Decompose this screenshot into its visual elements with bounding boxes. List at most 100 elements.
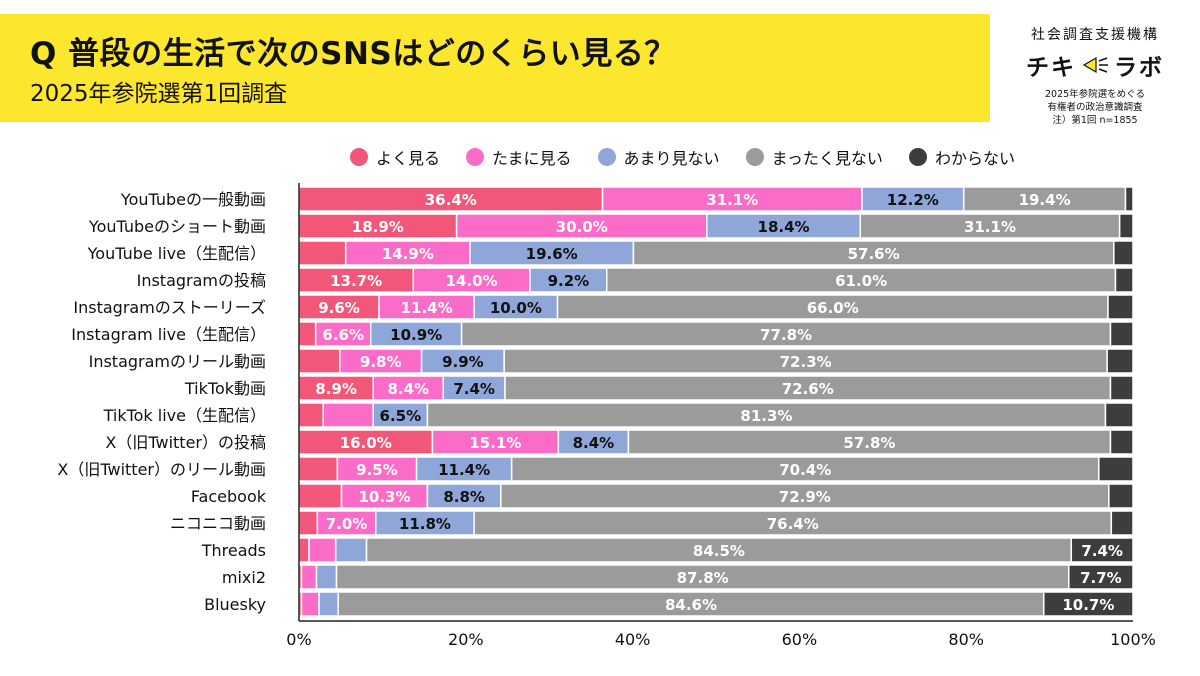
bar-segment-never — [365, 537, 1073, 563]
legend-item-sometimes: たまに見る — [466, 145, 572, 169]
legend-label-often: よく見る — [376, 149, 441, 168]
bar-segment-sometimes — [601, 186, 863, 212]
category-label: mixi2 — [222, 568, 266, 587]
bar-segment-often — [298, 240, 347, 266]
category-label: YouTubeの一般動画 — [120, 190, 266, 209]
bar-segment-never — [605, 267, 1117, 293]
x-tick-label: 0% — [286, 630, 311, 649]
legend-label-unknown: わからない — [934, 149, 1015, 168]
legend-item-rarely: あまり見ない — [597, 145, 720, 169]
bar-segment-never — [962, 186, 1127, 212]
data-label: 70.4% — [779, 461, 831, 479]
data-label: 7.4% — [1081, 542, 1123, 560]
data-label: 36.4% — [425, 191, 477, 209]
data-label: 57.6% — [848, 245, 900, 263]
bar-segment-never — [556, 294, 1109, 320]
bar-segment-rarely — [469, 240, 635, 266]
category-label: Instagramのリール動画 — [89, 352, 266, 371]
data-label: 13.7% — [330, 272, 382, 290]
legend-swatch-rarely — [597, 148, 616, 166]
bar-segment-sometimes — [431, 429, 560, 455]
data-label: 10.0% — [490, 299, 542, 317]
data-label: 14.0% — [446, 272, 498, 290]
bar-segment-sometimes — [340, 483, 429, 509]
data-label: 6.6% — [322, 326, 364, 344]
bar-segment-never — [510, 456, 1100, 482]
data-label: 84.6% — [665, 596, 717, 614]
bar-segment-unknown — [1110, 510, 1134, 536]
bar-segment-never — [632, 240, 1115, 266]
bar-segment-sometimes — [336, 456, 418, 482]
bar-segment-unknown — [1098, 456, 1134, 482]
category-label: ニコニコ動画 — [170, 514, 266, 533]
legend-item-often: よく見る — [350, 145, 440, 169]
bar-segment-rarely — [426, 483, 502, 509]
x-tick-label: 80% — [948, 630, 984, 649]
data-label: 8.4% — [573, 434, 615, 452]
data-label: 14.9% — [382, 245, 434, 263]
megaphone-icon — [1082, 56, 1108, 74]
logo-note-line1: 2025年参院選をめぐる — [1045, 89, 1145, 100]
bar-segment-unknown — [1104, 402, 1134, 428]
legend-label-rarely: あまり見ない — [623, 149, 720, 168]
category-label: Instagram live（生配信） — [71, 325, 266, 344]
logo-wordmark: チキ ラボ — [1000, 48, 1190, 82]
data-label: 6.5% — [380, 407, 422, 425]
bar-segment-often — [298, 456, 339, 482]
bar-segment-never — [503, 348, 1108, 374]
legend-swatch-often — [350, 148, 368, 166]
data-label: 19.4% — [1019, 191, 1071, 209]
bar-segment-rarely — [473, 294, 559, 320]
logo-org-name: 社会調査支援機構 — [1031, 27, 1159, 43]
data-label: 81.3% — [740, 407, 792, 425]
category-label: YouTube live（生配信） — [87, 244, 266, 263]
category-label: Bluesky — [204, 595, 266, 614]
bar-segment-sometimes — [322, 402, 374, 428]
legend-swatch-never — [745, 148, 764, 166]
bar-segment-sometimes — [372, 375, 445, 401]
bar-segment-rarely — [334, 537, 368, 563]
data-label: 72.3% — [780, 353, 832, 371]
bar-segment-unknown — [1070, 537, 1134, 563]
bar-segment-often — [298, 375, 374, 401]
logo-name-right: ラボ — [1114, 55, 1164, 81]
category-label: X（旧Twitter）のリール動画 — [57, 460, 266, 479]
data-label: 9.5% — [356, 461, 398, 479]
category-label: Instagramの投稿 — [137, 271, 266, 290]
bar-segment-unknown — [1106, 348, 1134, 374]
data-label: 57.8% — [843, 434, 895, 452]
data-label: 16.0% — [340, 434, 392, 452]
data-label: 30.0% — [556, 218, 608, 236]
legend-swatch-sometimes — [466, 148, 485, 166]
logo-note-line3: 注）第1回 n=1855 — [1052, 115, 1138, 126]
data-label: 66.0% — [807, 299, 859, 317]
category-label: TikTok live（生配信） — [103, 406, 266, 425]
bar-segment-rarely — [318, 591, 339, 617]
data-label: 7.4% — [453, 380, 495, 398]
bar-segment-never — [500, 483, 1110, 509]
data-label: 61.0% — [835, 272, 887, 290]
bar-segment-unknown — [1113, 240, 1134, 266]
x-tick-label: 60% — [782, 630, 818, 649]
category-label: Instagramのストーリーズ — [73, 298, 266, 317]
data-label: 15.1% — [469, 434, 521, 452]
bar-segment-often — [298, 348, 341, 374]
bar-segment-often — [298, 429, 434, 455]
bar-segment-often — [298, 537, 310, 563]
legend-label-sometimes: たまに見る — [492, 149, 572, 168]
bar-segment-sometimes — [300, 564, 318, 590]
data-label: 8.8% — [443, 488, 485, 506]
data-label: 72.6% — [782, 380, 834, 398]
header-band — [0, 14, 990, 122]
data-label: 77.8% — [760, 326, 812, 344]
bar-segment-unknown — [1118, 213, 1134, 239]
data-label: 18.9% — [352, 218, 404, 236]
bar-segment-often — [298, 483, 343, 509]
logo-note-line2: 有権者の政治意識調査 — [1047, 102, 1143, 113]
data-label: 11.8% — [399, 515, 451, 533]
bar-segment-unknown — [1108, 483, 1134, 509]
bar-segment-often — [298, 294, 380, 320]
data-label: 18.4% — [758, 218, 810, 236]
bar-segment-sometimes — [300, 591, 320, 617]
